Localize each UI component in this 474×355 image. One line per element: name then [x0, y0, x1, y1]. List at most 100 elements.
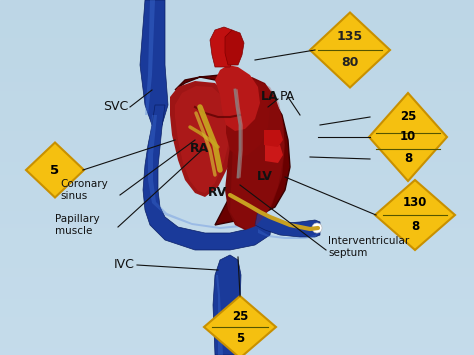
Polygon shape [225, 30, 244, 65]
Text: 80: 80 [341, 56, 359, 70]
Bar [0, 311, 474, 315]
Polygon shape [215, 65, 260, 131]
Bar [0, 129, 474, 133]
Text: RA: RA [191, 142, 210, 154]
Bar [0, 115, 474, 120]
Bar [0, 133, 474, 137]
Bar [0, 142, 474, 146]
Text: Interventricular
septum: Interventricular septum [328, 236, 409, 258]
Polygon shape [26, 142, 84, 197]
Bar [0, 71, 474, 75]
Bar [0, 137, 474, 142]
Bar [0, 84, 474, 89]
Polygon shape [264, 130, 283, 147]
Bar [0, 124, 474, 129]
Bar [0, 178, 474, 182]
Polygon shape [226, 77, 270, 157]
Polygon shape [216, 275, 223, 355]
Text: SVC: SVC [103, 100, 128, 114]
Bar [0, 186, 474, 191]
Bar [0, 222, 474, 226]
Text: 135: 135 [337, 31, 363, 44]
Text: PA: PA [280, 91, 295, 104]
Bar [0, 4, 474, 9]
Bar [0, 31, 474, 36]
Bar [0, 275, 474, 280]
Bar [0, 18, 474, 22]
Bar [0, 315, 474, 320]
Ellipse shape [312, 223, 322, 233]
Text: RV: RV [209, 186, 228, 198]
Bar [0, 27, 474, 31]
Bar [0, 49, 474, 53]
Bar [0, 320, 474, 324]
Bar [0, 351, 474, 355]
Bar [0, 102, 474, 106]
Text: 5: 5 [50, 164, 60, 176]
Polygon shape [225, 77, 285, 230]
Bar [0, 62, 474, 67]
Bar [0, 89, 474, 93]
Text: 25: 25 [232, 311, 248, 323]
Polygon shape [204, 296, 276, 355]
Bar [0, 164, 474, 169]
Bar [0, 266, 474, 271]
Bar [0, 235, 474, 240]
Bar [0, 22, 474, 27]
Bar [0, 257, 474, 262]
Bar [0, 195, 474, 200]
Bar [0, 58, 474, 62]
Bar [0, 280, 474, 284]
Text: LV: LV [257, 170, 273, 184]
Bar [0, 297, 474, 302]
Bar [0, 53, 474, 58]
Bar [0, 302, 474, 306]
Bar [0, 120, 474, 124]
Bar [0, 93, 474, 98]
Polygon shape [369, 93, 447, 181]
Bar [0, 262, 474, 266]
Polygon shape [210, 27, 236, 67]
Text: 8: 8 [411, 220, 419, 234]
Bar [0, 106, 474, 111]
Text: 8: 8 [404, 153, 412, 165]
Polygon shape [143, 105, 272, 250]
Bar [0, 111, 474, 115]
Bar [0, 217, 474, 222]
Bar [0, 271, 474, 275]
Bar [0, 40, 474, 44]
Polygon shape [258, 229, 317, 239]
Bar [0, 333, 474, 337]
Text: Coronary
sinus: Coronary sinus [60, 179, 108, 201]
Polygon shape [175, 86, 230, 193]
Bar [0, 288, 474, 293]
Polygon shape [310, 12, 390, 87]
Bar [0, 284, 474, 288]
Text: 130: 130 [403, 197, 427, 209]
Polygon shape [255, 210, 320, 237]
Bar [0, 75, 474, 80]
Bar [0, 231, 474, 235]
Bar [0, 44, 474, 49]
Bar [0, 9, 474, 13]
Bar [0, 337, 474, 342]
Text: LA: LA [261, 91, 279, 104]
Bar [0, 200, 474, 204]
Bar [0, 182, 474, 186]
Bar [0, 208, 474, 213]
Bar [0, 306, 474, 311]
Polygon shape [175, 75, 290, 225]
Polygon shape [140, 0, 168, 125]
Bar [0, 67, 474, 71]
Text: 25: 25 [400, 110, 416, 124]
Bar [0, 293, 474, 297]
Bar [0, 204, 474, 208]
Bar [0, 80, 474, 84]
Polygon shape [145, 0, 155, 115]
Bar [0, 36, 474, 40]
Bar [0, 146, 474, 151]
Polygon shape [148, 115, 254, 229]
Bar [0, 226, 474, 231]
Bar [0, 13, 474, 18]
Text: 5: 5 [236, 332, 244, 344]
